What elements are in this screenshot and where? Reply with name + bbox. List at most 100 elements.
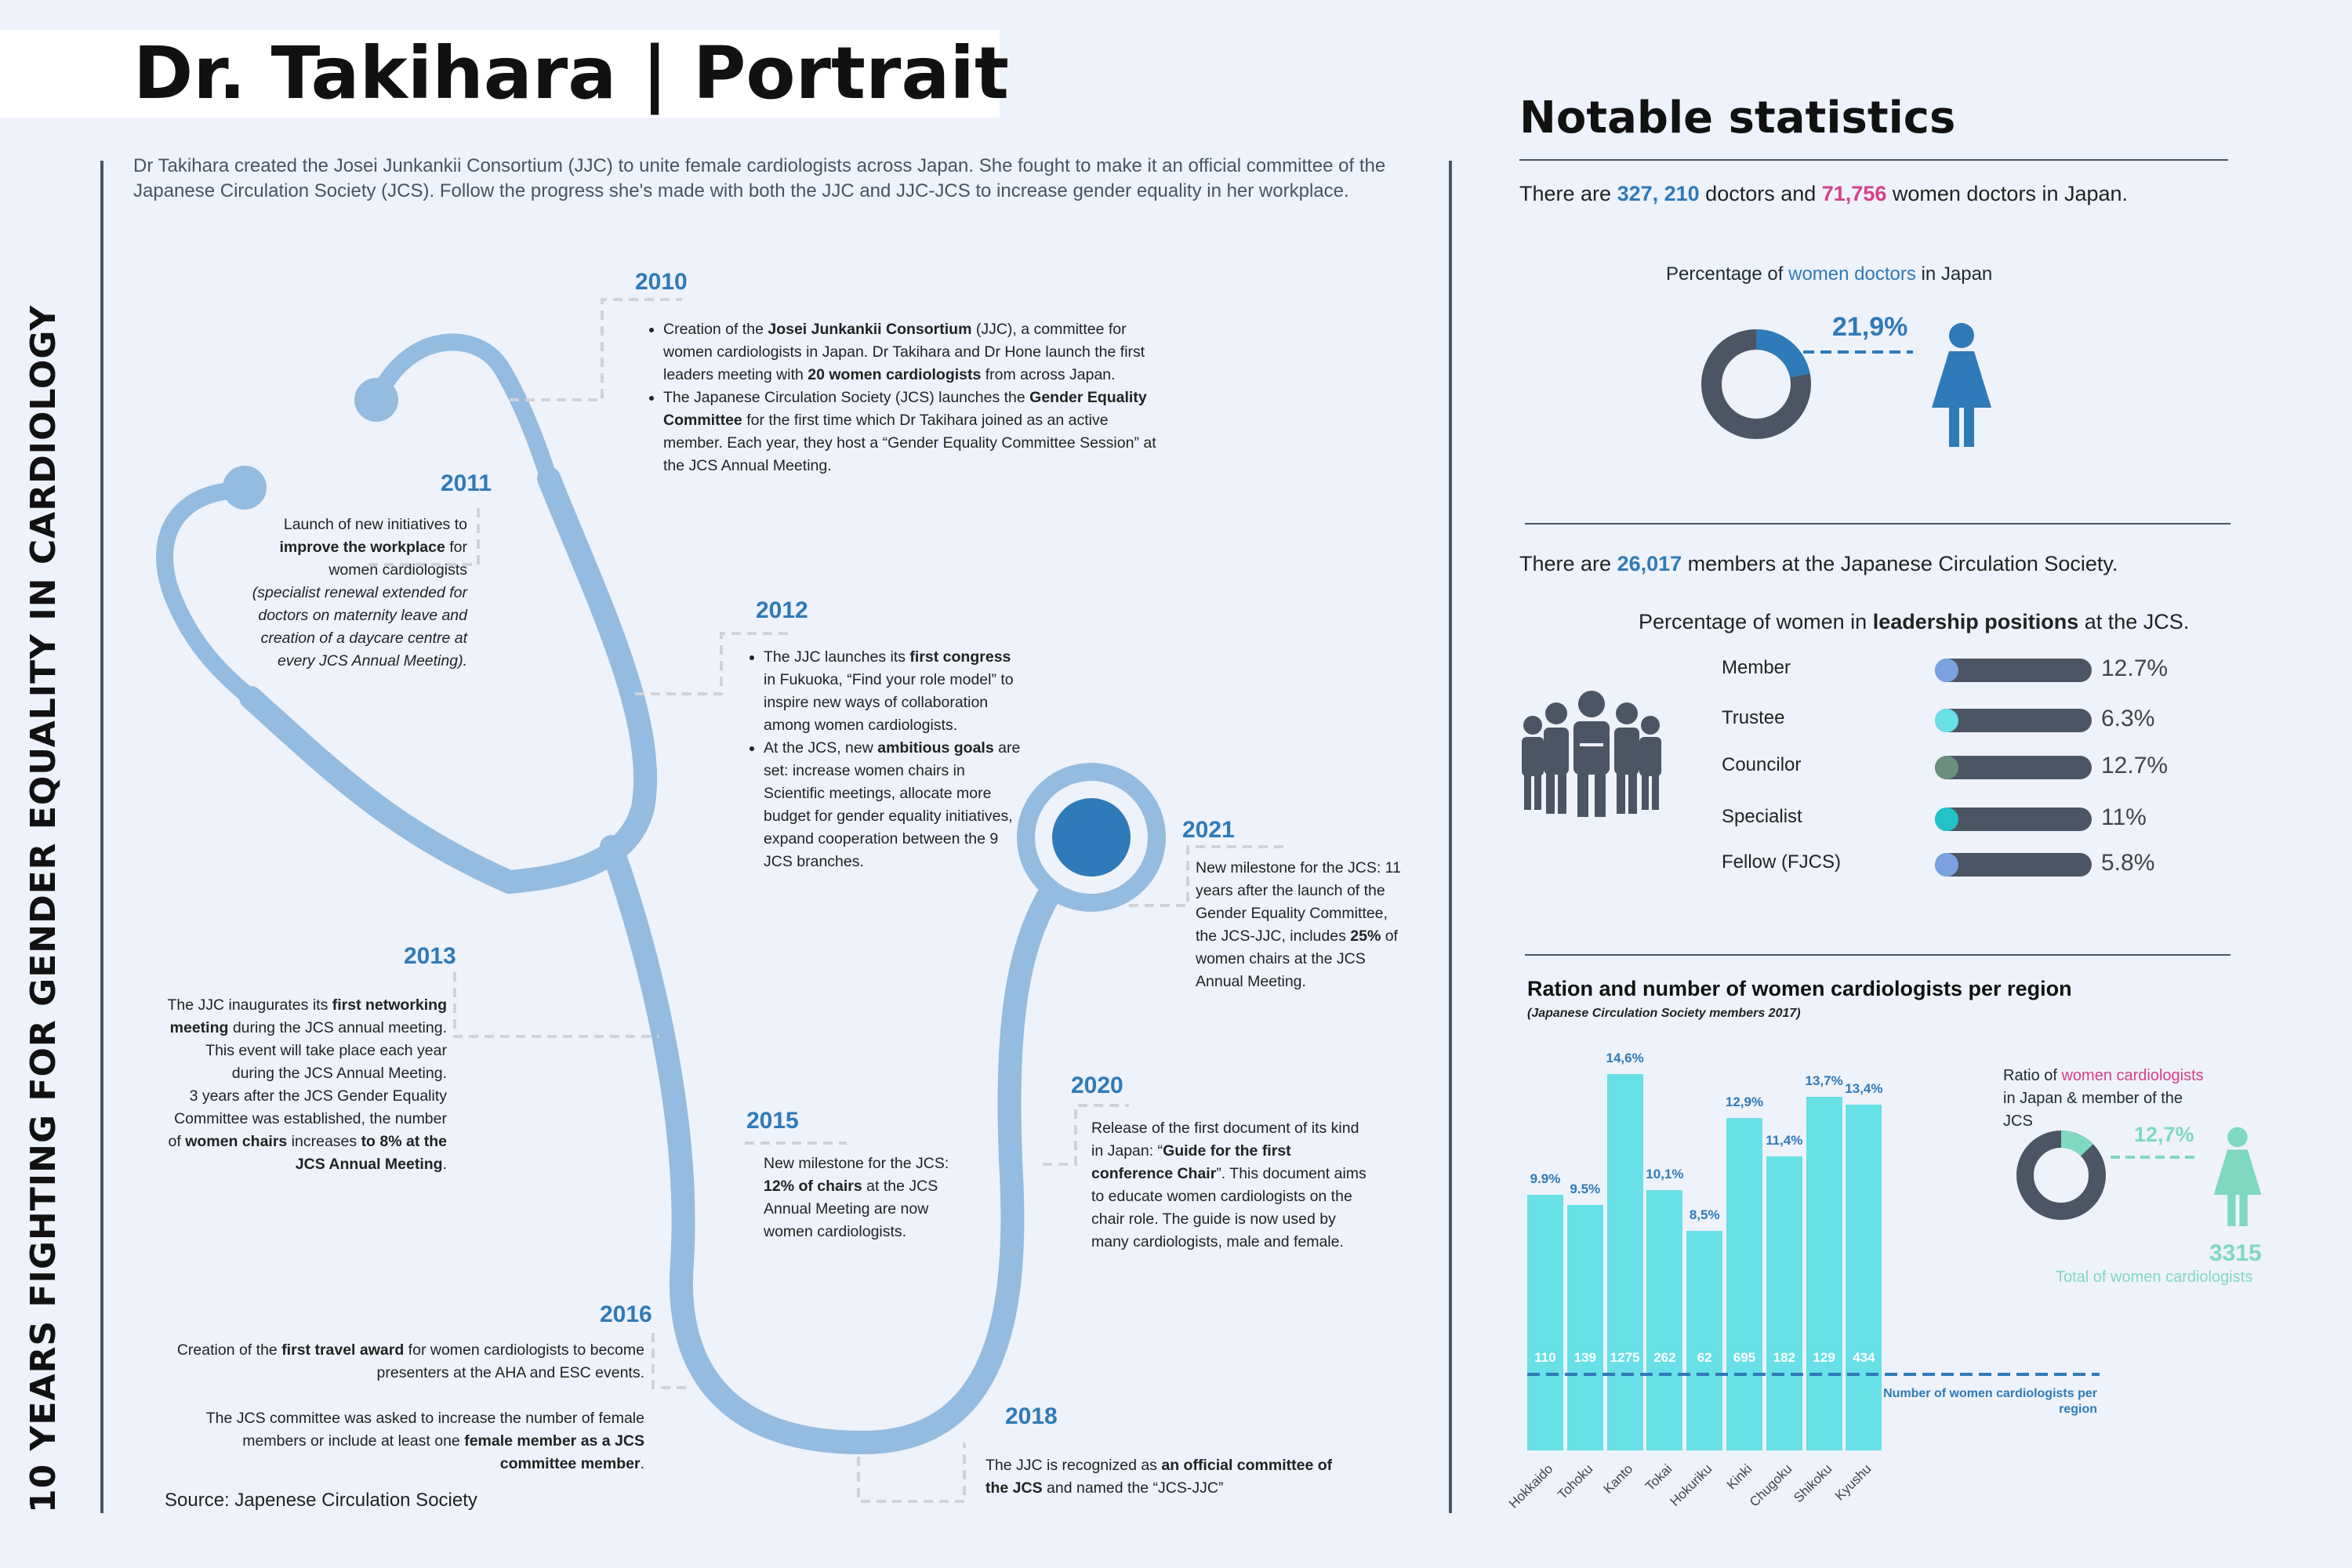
region-bar-kyushu	[1846, 1105, 1882, 1450]
region-bar-shikoku	[1806, 1097, 1842, 1450]
event-2011: Launch of new initiatives to improve the…	[252, 516, 467, 670]
region-name-label: Tohoku	[1555, 1461, 1596, 1503]
region-bar-tokai	[1646, 1189, 1683, 1450]
page-title: Dr. Takihara | Portrait	[133, 31, 1009, 115]
region-percent-label: 14,6%	[1606, 1050, 1644, 1065]
region-count-dashline	[1527, 1373, 2100, 1376]
leadership-label: Specialist	[1722, 806, 1802, 827]
connector-2012	[635, 632, 792, 695]
stethoscope-illustration	[156, 298, 1286, 1503]
group-people-icon	[1522, 691, 1661, 817]
region-count-label: 62	[1697, 1350, 1712, 1365]
event-2012: The JJC launches its first congress in F…	[743, 646, 1022, 873]
title-banner	[0, 30, 1000, 118]
members-stat: There are 26,017 members at the Japanese…	[1519, 552, 2118, 575]
leadership-bar	[1935, 659, 2092, 682]
region-percent-label: 9.9%	[1530, 1171, 1561, 1187]
region-chart-subtitle: (Japanese Circulation Society members 20…	[1527, 1007, 1801, 1020]
connector-2020	[1043, 1104, 1129, 1166]
region-count-label: 182	[1773, 1350, 1795, 1365]
stethoscope-chestpiece-center	[1052, 798, 1131, 877]
year-2021: 2021	[1182, 817, 1235, 843]
left-divider	[100, 161, 103, 1513]
stethoscope-main-tube	[600, 835, 1066, 1455]
women-doctors-donut	[1701, 329, 1811, 439]
doctors-stat: There are 327, 210 doctors and 71,756 wo…	[1519, 182, 2129, 205]
region-percent-label: 9.5%	[1570, 1181, 1601, 1197]
leadership-bar	[1935, 756, 2092, 779]
region-name-label: Hokuriku	[1667, 1461, 1715, 1509]
leadership-bar-dot	[1935, 659, 1958, 682]
women-doctors-label: Percentage of women doctors in Japan	[1666, 263, 1993, 285]
connector-2016	[652, 1333, 690, 1389]
region-percent-label: 11,4%	[1766, 1132, 1803, 1148]
women-doctors-dash	[1803, 350, 1913, 354]
ratio-total: 3315	[2209, 1240, 2262, 1266]
region-name-label: Kyushu	[1832, 1461, 1875, 1504]
region-bar-hokkaido	[1527, 1195, 1563, 1450]
leadership-value: 12.7%	[2101, 655, 2169, 681]
connector-2018	[857, 1443, 966, 1503]
year-2015: 2015	[746, 1108, 799, 1134]
year-2018: 2018	[1005, 1403, 1058, 1429]
intro-text: Dr Takihara created the Josei Junkankii …	[133, 155, 1386, 201]
event-2015: New milestone for the JCS: 12% of chairs…	[764, 1155, 949, 1240]
leadership-label: Trustee	[1722, 707, 1785, 728]
leadership-bar	[1935, 853, 2092, 877]
region-bar-chugoku	[1766, 1156, 1802, 1450]
year-2011: 2011	[441, 470, 492, 496]
region-name-label: Hokkaido	[1505, 1461, 1556, 1512]
event-2020: Release of the first document of its kin…	[1091, 1120, 1367, 1250]
stethoscope-tube-left	[239, 686, 521, 894]
stethoscope-earpiece-right	[368, 333, 557, 487]
stethoscope-earpiece-tip-left	[223, 466, 267, 510]
leadership-value: 12.7%	[2101, 753, 2169, 779]
region-bar-kanto	[1606, 1073, 1643, 1450]
year-2016: 2016	[600, 1301, 652, 1327]
leadership-value: 11%	[2101, 804, 2147, 830]
region-percent-label: 8,5%	[1689, 1207, 1720, 1223]
year-2020: 2020	[1071, 1073, 1123, 1098]
leadership-label: Fellow (FJCS)	[1722, 851, 1842, 873]
ratio-total-label: Total of women cardiologists	[2056, 1269, 2253, 1286]
region-count-label: 129	[1813, 1350, 1835, 1365]
region-bar-tohoku	[1566, 1205, 1603, 1450]
event-2016: Creation of the first travel award for w…	[176, 1341, 644, 1472]
event-2013: The JJC inaugurates its first networking…	[167, 996, 447, 1173]
ratio-value: 12,7%	[2134, 1123, 2194, 1146]
leadership-bar-dot	[1935, 756, 1958, 779]
region-name-label: Chugoku	[1746, 1461, 1795, 1510]
year-2013: 2013	[404, 943, 456, 969]
source-note: Source: Japenese Circulation Society	[165, 1490, 477, 1511]
women-doctors-value: 21,9%	[1832, 312, 1908, 342]
region-chart-title: Ration and number of women cardiologists…	[1527, 977, 2072, 1000]
connector-2010	[510, 298, 682, 401]
region-percent-label: 12,9%	[1725, 1094, 1764, 1109]
stethoscope-tube-right	[498, 466, 658, 894]
leadership-value: 6.3%	[2101, 706, 2155, 731]
region-percent-label: 13,7%	[1805, 1073, 1843, 1089]
year-2012: 2012	[756, 597, 808, 623]
woman-icon	[1932, 323, 1991, 447]
event-2010: Creation of the Josei Junkankii Consorti…	[643, 318, 1160, 477]
stethoscope-earpiece-tip-right	[354, 378, 398, 422]
region-count-label: 110	[1534, 1350, 1556, 1365]
leadership-bar	[1935, 709, 2092, 732]
region-percent-label: 13,4%	[1845, 1081, 1883, 1097]
stats-rule-1	[1519, 159, 2228, 161]
connector-2011	[368, 502, 480, 566]
event-2018: The JJC is recognized as an official com…	[985, 1457, 1333, 1497]
region-count-label: 695	[1733, 1350, 1756, 1365]
ratio-label: Ratio of women cardiologists in Japan & …	[2003, 1067, 2204, 1130]
leadership-bar-dot	[1935, 709, 1958, 732]
leadership-title: Percentage of women in leadership positi…	[1639, 610, 2190, 633]
leadership-bar-dot	[1935, 853, 1958, 877]
stats-rule-2	[1525, 523, 2230, 524]
connector-2013	[453, 972, 659, 1038]
event-2021: New milestone for the JCS: 11 years afte…	[1196, 859, 1401, 990]
region-count-label: 1275	[1610, 1350, 1640, 1365]
region-count-label: 434	[1853, 1350, 1875, 1365]
leadership-bar-dot	[1935, 808, 1958, 831]
region-bar-hokuriku	[1686, 1231, 1723, 1450]
ratio-donut	[2016, 1131, 2106, 1220]
